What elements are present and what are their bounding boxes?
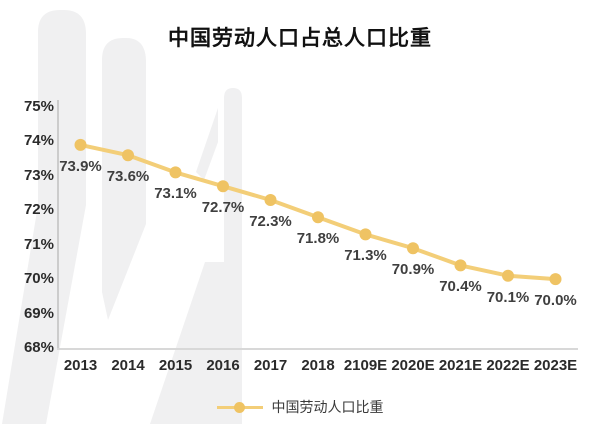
data-point-label: 73.9% — [59, 157, 102, 175]
data-point-marker — [502, 269, 514, 282]
data-point-marker — [217, 180, 229, 193]
legend-line-marker-icon — [216, 401, 263, 413]
data-point-marker — [312, 211, 324, 224]
y-axis-tick-label: 75% — [23, 97, 54, 115]
legend: 中国劳动人口比重 — [0, 396, 600, 418]
y-axis-tick-label: 71% — [23, 235, 54, 253]
y-axis-tick-label: 73% — [23, 166, 54, 184]
y-axis-tick-label: 70% — [23, 270, 54, 288]
legend-dot-icon — [233, 401, 245, 413]
x-axis-tick-label: 2013 — [63, 357, 98, 374]
x-axis-tick-label: 2023E — [533, 357, 578, 374]
data-point-label: 73.1% — [154, 185, 197, 203]
x-axis-tick-label: 2022E — [486, 357, 530, 374]
data-point-label: 70.1% — [486, 288, 530, 306]
x-axis-tick-label: 2109E — [343, 357, 388, 374]
data-point-label: 71.3% — [344, 247, 387, 265]
data-point-marker — [407, 242, 419, 255]
x-axis-line — [57, 348, 578, 350]
x-axis-tick-label: 2014 — [111, 357, 145, 374]
data-point-label: 70.0% — [534, 292, 577, 310]
data-point-label: 73.6% — [106, 168, 150, 186]
data-point-marker — [74, 138, 87, 151]
chart-title: 中国劳动人口占总人口比重 — [168, 27, 432, 50]
data-point-label: 70.9% — [391, 261, 435, 279]
legend-label: 中国劳动人口比重 — [271, 399, 384, 415]
data-point-label: 72.3% — [249, 212, 292, 230]
y-axis-tick-label: 72% — [23, 201, 54, 219]
data-point-label: 72.7% — [201, 199, 245, 217]
data-point-label: 71.8% — [296, 230, 340, 248]
y-axis-line — [57, 100, 59, 348]
x-axis-tick-label: 2018 — [301, 357, 335, 374]
data-point-label: 70.4% — [439, 278, 482, 296]
data-point-marker — [122, 149, 134, 162]
data-point-marker — [359, 228, 372, 241]
y-axis-tick-label: 74% — [23, 132, 54, 150]
x-axis-tick-label: 2020E — [391, 357, 435, 374]
data-point-marker — [264, 194, 277, 206]
x-axis-tick-label: 2015 — [158, 357, 193, 374]
data-point-marker — [169, 166, 182, 179]
y-axis-tick-label: 68% — [23, 339, 54, 356]
data-point-marker — [549, 273, 562, 286]
x-axis-tick-label: 2021E — [438, 357, 483, 374]
x-axis-tick-label: 2016 — [206, 357, 240, 374]
x-axis-tick-label: 2017 — [253, 357, 288, 374]
y-axis-tick-label: 69% — [23, 304, 54, 322]
data-point-marker — [454, 259, 467, 272]
